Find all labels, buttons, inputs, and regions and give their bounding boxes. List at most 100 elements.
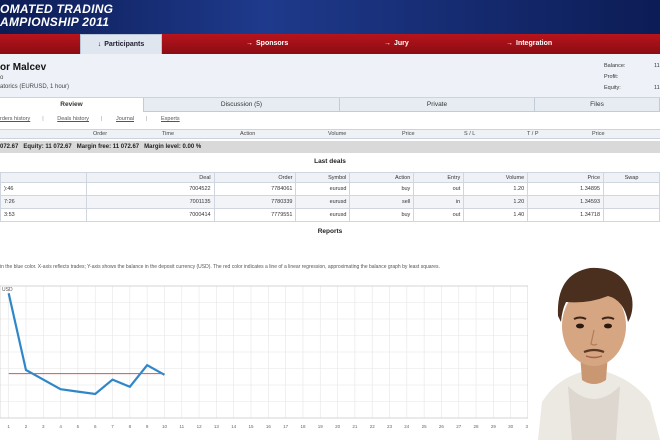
x-tick-label: 26: [439, 424, 445, 429]
separator: |: [146, 116, 148, 122]
deal-order: 7780339: [213, 195, 297, 209]
deal-action: buy: [349, 182, 415, 196]
deals-col-entry: Entry: [413, 172, 465, 183]
deal-symbol: eurusd: [295, 182, 351, 196]
tab-files[interactable]: Files: [535, 98, 660, 112]
deal-order: 7784061: [213, 182, 297, 196]
deals-col-deal: Deal: [85, 172, 215, 183]
col-tp: T / P: [527, 131, 539, 137]
nav-integration[interactable]: → Integration: [506, 40, 553, 47]
deal-time: 7:26: [0, 195, 87, 209]
summary-balance: 072.67: [0, 144, 19, 150]
chart-description: in the blue color. X-axis reflects trade…: [0, 264, 440, 270]
main-navigation: ↓ Participants → Sponsors → Jury → Integrati…: [0, 34, 660, 54]
deal-volume: 1.20: [463, 182, 529, 196]
deals-col-symbol: Symbol: [295, 172, 351, 183]
balance-line: [7, 292, 165, 396]
x-tick-label: 8: [129, 424, 132, 429]
deal-id: 7004522: [85, 182, 215, 196]
last-deals-table: Deal Order Symbol Action Entry Volume Pr…: [0, 172, 660, 222]
championship-banner: OMATED TRADING AMPIONSHIP 2011: [0, 0, 660, 34]
subtab-journal[interactable]: Journal: [116, 116, 135, 122]
chart-grid: [0, 285, 529, 419]
x-tick-label: 30: [508, 424, 514, 429]
participant-country: o: [0, 75, 4, 81]
col-price: Price: [402, 131, 415, 137]
deal-swap: [603, 195, 660, 209]
deal-entry: in: [413, 195, 465, 209]
deal-price: 1.34718: [527, 208, 605, 222]
participant-expert: atorics (EURUSD, 1 hour): [0, 84, 70, 90]
account-summary: 072.67 Equity: 11 072.67 Margin free: 11…: [0, 141, 660, 153]
deals-header-row: Deal Order Symbol Action Entry Volume Pr…: [0, 172, 660, 183]
participant-header: or Malcev o atorics (EURUSD, 1 hour) Bal…: [0, 54, 660, 98]
deals-col-time: [0, 172, 87, 183]
deals-col-price: Price: [527, 172, 605, 183]
tab-discussion[interactable]: Discussion (5): [144, 98, 340, 112]
orders-table-header: Order Time Action Volume Price S / L T /…: [0, 129, 660, 139]
nav-jury[interactable]: → Jury: [384, 40, 409, 47]
col-action: Action: [240, 131, 256, 137]
last-deals-title: Last deals: [314, 158, 346, 165]
x-tick-label: 25: [422, 424, 428, 429]
deal-time: 3:53: [0, 208, 87, 222]
subtab-deals-history[interactable]: Deals history: [57, 116, 90, 122]
deal-volume: 1.20: [463, 195, 529, 209]
x-tick-label: 11: [179, 424, 184, 429]
col-order: Order: [93, 131, 108, 137]
x-tick-label: 5: [77, 424, 80, 429]
x-tick-label: 12: [197, 424, 203, 429]
history-subtabs: rders history | Deals history | Journal | E…: [0, 116, 192, 122]
tab-review[interactable]: Review: [0, 98, 144, 112]
x-tick-label: 24: [404, 424, 410, 429]
deal-order: 7779551: [213, 208, 297, 222]
deals-col-order: Order: [213, 172, 297, 183]
deals-col-swap: Swap: [603, 172, 660, 183]
table-row: ):46 7004522 7784061 eurusd buy out 1.20…: [0, 182, 660, 196]
nav-participants[interactable]: ↓ Participants: [80, 34, 162, 54]
summary-margin-free: Margin free: 11 072.67: [76, 144, 140, 150]
x-tick-label: 29: [491, 424, 497, 429]
subtab-orders-history[interactable]: rders history: [0, 116, 31, 122]
x-tick-label: 3: [42, 424, 45, 429]
arrow-icon: →: [506, 40, 513, 47]
subtab-experts[interactable]: Experts: [161, 116, 180, 122]
x-tick-label: 21: [352, 424, 358, 429]
x-tick-label: 2: [25, 424, 28, 429]
arrow-icon: ↓: [97, 41, 102, 48]
x-tick-label: 9: [146, 424, 149, 429]
col-volume: Volume: [328, 131, 347, 137]
tab-private[interactable]: Private: [340, 98, 535, 112]
table-row: 3:53 7000414 7779551 eurusd buy out 1.40…: [0, 208, 660, 222]
x-tick-label: 13: [214, 424, 220, 429]
col-time: Time: [162, 131, 175, 137]
reports-title: Reports: [317, 228, 343, 235]
arrow-icon: →: [384, 40, 391, 47]
x-tick-label: 6: [94, 424, 97, 429]
deal-swap: [603, 182, 660, 196]
x-tick-label: 14: [231, 424, 237, 429]
x-tick-label: 22: [370, 424, 376, 429]
deal-symbol: eurusd: [295, 208, 351, 222]
x-tick-label: 27: [456, 424, 462, 429]
deal-entry: out: [413, 208, 465, 222]
balance-field: Balance: 11: [604, 63, 660, 69]
deals-col-volume: Volume: [463, 172, 529, 183]
x-axis-ticks: 1 2 3 4 5 6 7 8 9 10 11 12 13 14 15 16 17 18 19 20 21 22 23 24 2…: [7, 424, 530, 429]
x-tick-label: 17: [283, 424, 289, 429]
deal-price: 1.34593: [527, 195, 605, 209]
summary-margin-level: Margin level: 0.00 %: [144, 144, 202, 150]
summary-equity: Equity: 11 072.67: [23, 144, 72, 150]
x-tick-label: 1: [7, 424, 10, 429]
x-tick-label: 10: [162, 424, 168, 429]
separator: |: [42, 116, 44, 122]
banner-title: OMATED TRADING AMPIONSHIP 2011: [0, 2, 114, 29]
y-axis-unit: USD: [2, 287, 13, 293]
nav-sponsors[interactable]: → Sponsors: [246, 40, 289, 47]
x-tick-label: 28: [474, 424, 480, 429]
table-row: 7:26 7001135 7780339 eurusd sell in 1.20…: [0, 195, 660, 209]
deal-volume: 1.40: [463, 208, 529, 222]
arrow-icon: →: [246, 40, 253, 47]
deal-time: ):46: [0, 182, 87, 196]
deals-col-action: Action: [349, 172, 415, 183]
